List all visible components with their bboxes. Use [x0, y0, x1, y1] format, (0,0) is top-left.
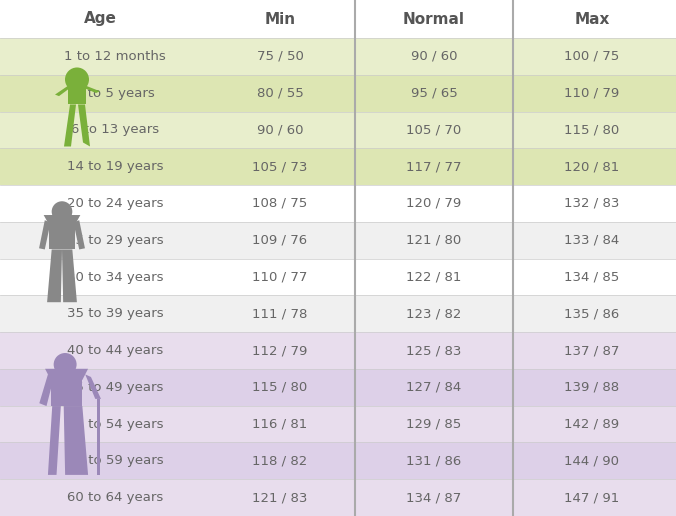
Bar: [0, 442, 676, 479]
Text: 118 / 82: 118 / 82: [252, 455, 308, 467]
Text: 131 / 86: 131 / 86: [406, 455, 462, 467]
Text: 122 / 81: 122 / 81: [406, 270, 462, 283]
Polygon shape: [55, 86, 70, 96]
Text: 90 / 60: 90 / 60: [257, 123, 304, 136]
Circle shape: [53, 353, 76, 376]
Text: 14 to 19 years: 14 to 19 years: [67, 160, 163, 173]
Bar: [51, 369, 82, 406]
Text: 134 / 87: 134 / 87: [406, 491, 462, 504]
Polygon shape: [39, 375, 53, 406]
Bar: [0, 185, 676, 222]
Text: 135 / 86: 135 / 86: [564, 307, 620, 320]
Text: 105 / 70: 105 / 70: [406, 123, 462, 136]
Text: 115 / 80: 115 / 80: [252, 381, 308, 394]
Text: 139 / 88: 139 / 88: [564, 381, 620, 394]
Text: 100 / 75: 100 / 75: [564, 50, 620, 63]
Polygon shape: [64, 104, 76, 147]
Text: 137 / 87: 137 / 87: [564, 344, 620, 357]
Polygon shape: [62, 249, 77, 302]
Bar: [0, 111, 676, 148]
Text: 30 to 34 years: 30 to 34 years: [67, 270, 163, 283]
Text: 117 / 77: 117 / 77: [406, 160, 462, 173]
Polygon shape: [64, 406, 88, 475]
Text: 110 / 77: 110 / 77: [252, 270, 308, 283]
Text: 134 / 85: 134 / 85: [564, 270, 620, 283]
Text: 20 to 24 years: 20 to 24 years: [67, 197, 163, 210]
Text: 129 / 85: 129 / 85: [406, 417, 462, 430]
Text: 120 / 81: 120 / 81: [564, 160, 620, 173]
Bar: [0, 332, 676, 369]
Text: 123 / 82: 123 / 82: [406, 307, 462, 320]
Bar: [97, 399, 100, 475]
Text: 1 to 5 years: 1 to 5 years: [75, 87, 155, 100]
Bar: [68, 83, 86, 104]
Text: 40 to 44 years: 40 to 44 years: [67, 344, 163, 357]
Text: 109 / 76: 109 / 76: [252, 234, 308, 247]
Polygon shape: [39, 220, 51, 249]
Bar: [0, 369, 676, 406]
Text: 111 / 78: 111 / 78: [252, 307, 308, 320]
Text: Age: Age: [84, 11, 116, 26]
Bar: [0, 259, 676, 295]
Text: 133 / 84: 133 / 84: [564, 234, 620, 247]
Bar: [0, 75, 676, 111]
Text: Max: Max: [575, 11, 610, 26]
Text: 75 / 50: 75 / 50: [257, 50, 304, 63]
Text: 55 to 59 years: 55 to 59 years: [67, 455, 164, 467]
Bar: [0, 0, 676, 38]
Text: 121 / 83: 121 / 83: [252, 491, 308, 504]
Polygon shape: [78, 104, 90, 147]
Circle shape: [65, 68, 89, 91]
Text: 120 / 79: 120 / 79: [406, 197, 462, 210]
Text: 60 to 64 years: 60 to 64 years: [67, 491, 163, 504]
Bar: [0, 479, 676, 516]
Bar: [0, 222, 676, 259]
Text: 147 / 91: 147 / 91: [564, 491, 620, 504]
Text: 45 to 49 years: 45 to 49 years: [67, 381, 163, 394]
Text: 1 to 12 months: 1 to 12 months: [64, 50, 166, 63]
Text: 105 / 73: 105 / 73: [252, 160, 308, 173]
Text: 110 / 79: 110 / 79: [564, 87, 620, 100]
Bar: [0, 295, 676, 332]
Text: 108 / 75: 108 / 75: [252, 197, 308, 210]
Polygon shape: [48, 406, 61, 475]
Text: 95 / 65: 95 / 65: [410, 87, 458, 100]
Text: 121 / 80: 121 / 80: [406, 234, 462, 247]
Text: 144 / 90: 144 / 90: [564, 455, 619, 467]
Text: Min: Min: [264, 11, 295, 26]
Text: 142 / 89: 142 / 89: [564, 417, 620, 430]
Polygon shape: [85, 375, 101, 399]
Polygon shape: [45, 369, 88, 380]
Text: Normal: Normal: [403, 11, 465, 26]
Polygon shape: [74, 220, 85, 249]
Text: 127 / 84: 127 / 84: [406, 381, 462, 394]
Text: 50 to 54 years: 50 to 54 years: [67, 417, 163, 430]
Polygon shape: [84, 86, 100, 93]
Text: 125 / 83: 125 / 83: [406, 344, 462, 357]
Bar: [0, 148, 676, 185]
Bar: [49, 215, 74, 249]
Bar: [0, 406, 676, 442]
Text: 25 to 29 years: 25 to 29 years: [67, 234, 164, 247]
Bar: [0, 38, 676, 75]
Text: 115 / 80: 115 / 80: [564, 123, 620, 136]
Text: 112 / 79: 112 / 79: [252, 344, 308, 357]
Text: 90 / 60: 90 / 60: [411, 50, 457, 63]
Text: 116 / 81: 116 / 81: [252, 417, 308, 430]
Text: 35 to 39 years: 35 to 39 years: [67, 307, 164, 320]
Polygon shape: [47, 249, 62, 302]
Text: 6 to 13 years: 6 to 13 years: [71, 123, 159, 136]
Polygon shape: [44, 215, 80, 225]
Text: 80 / 55: 80 / 55: [257, 87, 304, 100]
Text: 132 / 83: 132 / 83: [564, 197, 620, 210]
Circle shape: [51, 201, 72, 222]
